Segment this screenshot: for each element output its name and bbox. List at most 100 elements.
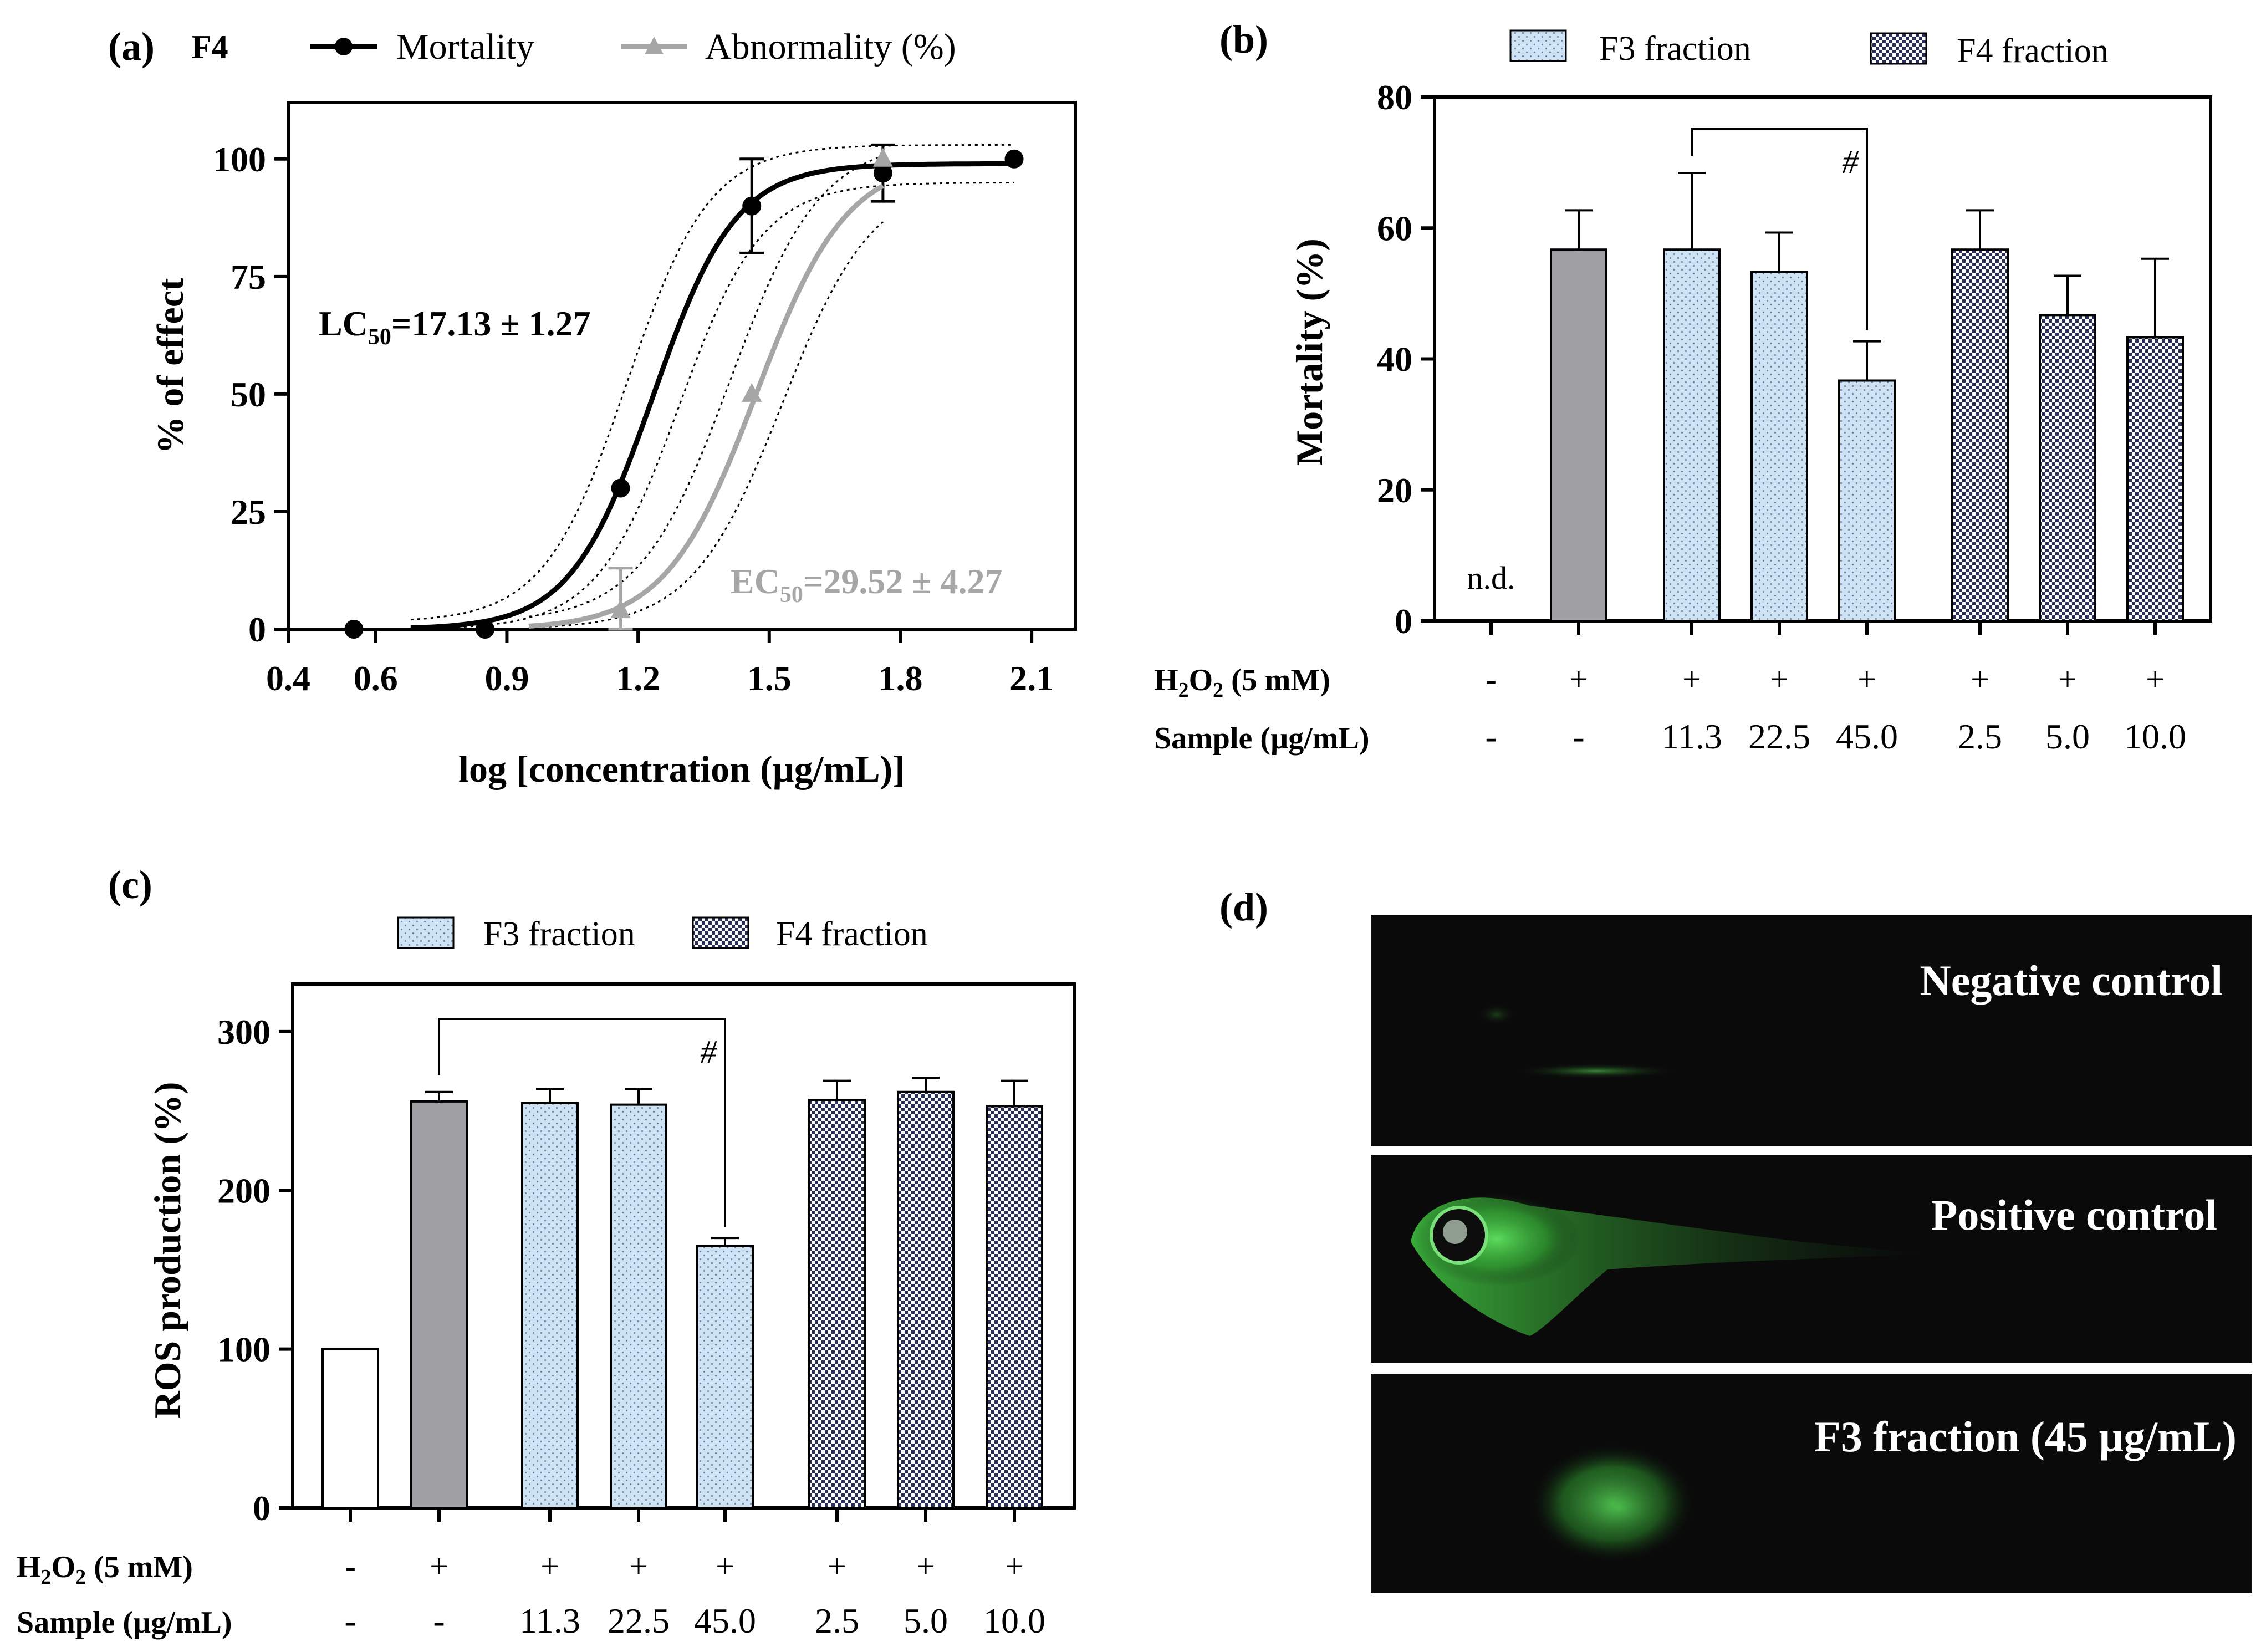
panel-b-h2o2-cell: +	[1682, 661, 1701, 697]
panel-b: (b) F3 fraction F4 fraction # 020406080 …	[1154, 17, 2212, 756]
mortality-point	[476, 620, 494, 639]
panel-b-sample-row-label: Sample (µg/mL)	[1154, 721, 1369, 756]
panel-c-bar-control	[321, 1348, 379, 1510]
panel-c-sample-cell: -	[344, 1601, 356, 1640]
legend-f3-swatch-c	[397, 916, 455, 949]
panel-b-bars: #	[1489, 128, 2184, 635]
mortality-point	[1004, 149, 1024, 169]
legend-f4-swatch	[1870, 32, 1927, 65]
ci-band-lower-mortality	[410, 181, 1014, 630]
panel-b-y-tick-label: 40	[1377, 340, 1412, 379]
panel-c-significance-mark: #	[700, 1034, 717, 1070]
panel-a-x-tick-label: 1.8	[878, 659, 922, 698]
ci-band-upper-mortality	[410, 144, 1014, 621]
legend-f4-label: F4 fraction	[1957, 32, 2109, 70]
panel-a-y-ticks: 0 25 50 75 100	[213, 140, 288, 649]
panel-a-legend: Mortality Abnormality (%)	[310, 27, 956, 67]
lc50-value: =17.13 ± 1.27	[391, 304, 591, 343]
panel-b-bar-10.0	[2126, 336, 2184, 622]
panel-a-y-tick-label: 50	[231, 375, 266, 414]
panel-a-x-tick-label: 1.2	[616, 659, 660, 698]
panel-d-label: (d)	[1219, 885, 1268, 929]
panel-c-frame	[291, 982, 1076, 1510]
panel-b-h2o2-cell: +	[1770, 661, 1789, 697]
panel-b-sample-cell: 22.5	[1748, 717, 1810, 756]
ec50-subscript: 50	[780, 582, 803, 608]
mortality-point	[344, 620, 364, 639]
panel-d: (d) Negative control Positive control F3…	[1219, 885, 2252, 1593]
legend-f4-label-c: F4 fraction	[776, 915, 928, 953]
mortality-point	[611, 478, 630, 498]
legend-abnormality-marker	[645, 37, 664, 54]
panel-a-x-tick-label: 0.4	[266, 659, 310, 698]
panel-c-bar-45.0	[696, 1245, 754, 1509]
panel-c-bar-5.0	[897, 1090, 955, 1509]
lc50-annotation: LC50=17.13 ± 1.27	[319, 304, 591, 350]
abnormality-point	[742, 383, 762, 402]
positive-control-eye-highlight	[1443, 1220, 1467, 1244]
panel-b-h2o2-cell: +	[1857, 661, 1876, 697]
fit-curve-mortality	[410, 161, 1014, 631]
panel-a-y-tick-label: 100	[213, 140, 266, 179]
panel-b-bar-H2O2	[1550, 248, 1607, 622]
panel-c-y-ticks: 0 100 200 300	[217, 1012, 293, 1528]
abnormality-point	[872, 147, 893, 167]
panel-b-y-ticks: 0 20 40 60 80	[1377, 78, 1435, 641]
panel-a-x-tick-label: 0.6	[354, 659, 398, 698]
f3-fraction-label: F3 fraction (45 µg/mL)	[1814, 1413, 2237, 1461]
panel-c-sample-cell: 5.0	[904, 1601, 948, 1640]
panel-b-label: (b)	[1219, 17, 1268, 62]
panel-c-legend: F3 fraction F4 fraction	[397, 915, 928, 953]
panel-b-h2o2-cell: +	[2058, 661, 2077, 697]
panel-c-h2o2-row-label: H2O2 (5 mM)	[17, 1550, 193, 1589]
panel-a-x-tick-label: 1.5	[747, 659, 792, 698]
panel-c-sample-cell: 10.0	[983, 1601, 1045, 1640]
f3-fraction-image: F3 fraction (45 µg/mL)	[1371, 1374, 2252, 1593]
panel-c-h2o2-cell: +	[828, 1548, 846, 1584]
mortality-point	[873, 164, 892, 183]
panel-c-condition-rows: - - + - +11.3 +22.5 +45.0 +2.5 +5.0 +10.0	[344, 1548, 1045, 1640]
ec50-annotation: EC50=29.52 ± 4.27	[731, 562, 1003, 608]
panel-b-y-tick-label: 60	[1377, 208, 1412, 248]
panel-c-y-tick-label: 0	[253, 1488, 271, 1528]
panel-c-y-tick-label: 100	[217, 1330, 271, 1369]
negative-control-background	[1371, 915, 2252, 1146]
panel-c-significance-bracket	[438, 1018, 726, 1227]
positive-control-image: Positive control	[1371, 1155, 2252, 1363]
panel-b-legend: F3 fraction F4 fraction	[1509, 29, 2109, 70]
f3-fraction-background	[1371, 1374, 2252, 1593]
legend-f3-label-c: F3 fraction	[483, 915, 635, 953]
panel-a-y-tick-label: 25	[231, 492, 266, 532]
ec50-value: =29.52 ± 4.27	[803, 562, 1003, 601]
panel-b-bar-11.3	[1663, 248, 1721, 622]
panel-a-title: F4	[191, 29, 228, 65]
panel-b-significance-bracket	[1691, 128, 1868, 330]
panel-b-significance-mark: #	[1842, 144, 1859, 180]
lc50-subscript: 50	[368, 324, 391, 350]
panel-b-h2o2-cell: -	[1486, 661, 1497, 697]
panel-c-y-tick-label: 300	[217, 1012, 271, 1052]
lc50-prefix: LC	[319, 304, 368, 343]
legend-f4-swatch-c	[692, 916, 749, 949]
panel-b-h2o2-cell: +	[1971, 661, 1989, 697]
ci-band-upper-abnormality	[528, 155, 884, 618]
negative-control-image: Negative control	[1371, 915, 2252, 1146]
panel-b-sample-cell: 10.0	[2124, 717, 2186, 756]
panel-b-bar-22.5	[1750, 271, 1808, 622]
panel-b-bar-2.5	[1951, 248, 2009, 622]
panel-b-sample-cell: 5.0	[2045, 717, 2090, 756]
panel-c-h2o2-cell: +	[430, 1548, 448, 1584]
panel-c-y-axis-label: ROS production (%)	[146, 1082, 188, 1418]
panel-c-bar-2.5	[808, 1099, 866, 1509]
legend-f3-label: F3 fraction	[1599, 30, 1751, 68]
panel-c-h2o2-cell: +	[629, 1548, 648, 1584]
panel-c-sample-cell: 45.0	[694, 1601, 756, 1640]
panel-c-sample-cell: 2.5	[815, 1601, 859, 1640]
panel-c-label: (c)	[108, 863, 152, 907]
panel-a-y-tick-label: 0	[248, 610, 266, 649]
panel-c-sample-cell: -	[433, 1601, 445, 1640]
fit-curve-abnormality	[528, 183, 885, 629]
panel-b-h2o2-row-label: H2O2 (5 mM)	[1154, 663, 1330, 702]
legend-mortality-marker	[335, 38, 353, 55]
negative-control-faint-larva	[1513, 1063, 1680, 1079]
